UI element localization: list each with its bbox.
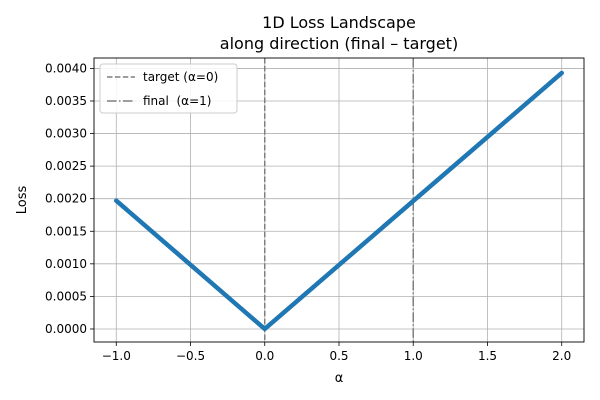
y-tick-label: 0.0005 xyxy=(45,289,87,303)
x-tick-label: 0.0 xyxy=(255,349,274,363)
x-tick-label: −1.0 xyxy=(102,349,131,363)
loss-series-line xyxy=(114,70,564,332)
y-tick-label: 0.0015 xyxy=(45,224,87,238)
legend-target-label: target (α=0) xyxy=(143,70,218,84)
y-tick-label: 0.0040 xyxy=(45,61,87,75)
y-tick-label: 0.0025 xyxy=(45,159,87,173)
x-tick-label: 1.0 xyxy=(404,349,423,363)
x-ticks: −1.0 −0.5 0.0 0.5 1.0 1.5 2.0 xyxy=(102,342,571,363)
y-axis-label: Loss xyxy=(15,186,30,215)
series-layer xyxy=(114,70,564,332)
x-tick-label: 2.0 xyxy=(552,349,571,363)
y-tick-label: 0.0000 xyxy=(45,322,87,336)
y-tick-label: 0.0030 xyxy=(45,127,87,141)
grid xyxy=(94,58,584,342)
legend: target (α=0) final (α=1) xyxy=(99,63,238,114)
x-tick-label: 1.5 xyxy=(478,349,497,363)
chart-title-line1: 1D Loss Landscape xyxy=(262,13,416,32)
legend-final-label: final (α=1) xyxy=(143,94,211,108)
chart-title-line2: along direction (final – target) xyxy=(220,34,458,53)
y-tick-label: 0.0035 xyxy=(45,94,87,108)
y-tick-label: 0.0020 xyxy=(45,192,87,206)
x-axis-label: α xyxy=(335,371,344,386)
y-tick-label: 0.0010 xyxy=(45,257,87,271)
y-ticks: 0.0000 0.0005 0.0010 0.0015 0.0020 0.0025 0.00… xyxy=(45,61,94,336)
x-tick-label: −0.5 xyxy=(176,349,205,363)
x-tick-label: 0.5 xyxy=(329,349,348,363)
